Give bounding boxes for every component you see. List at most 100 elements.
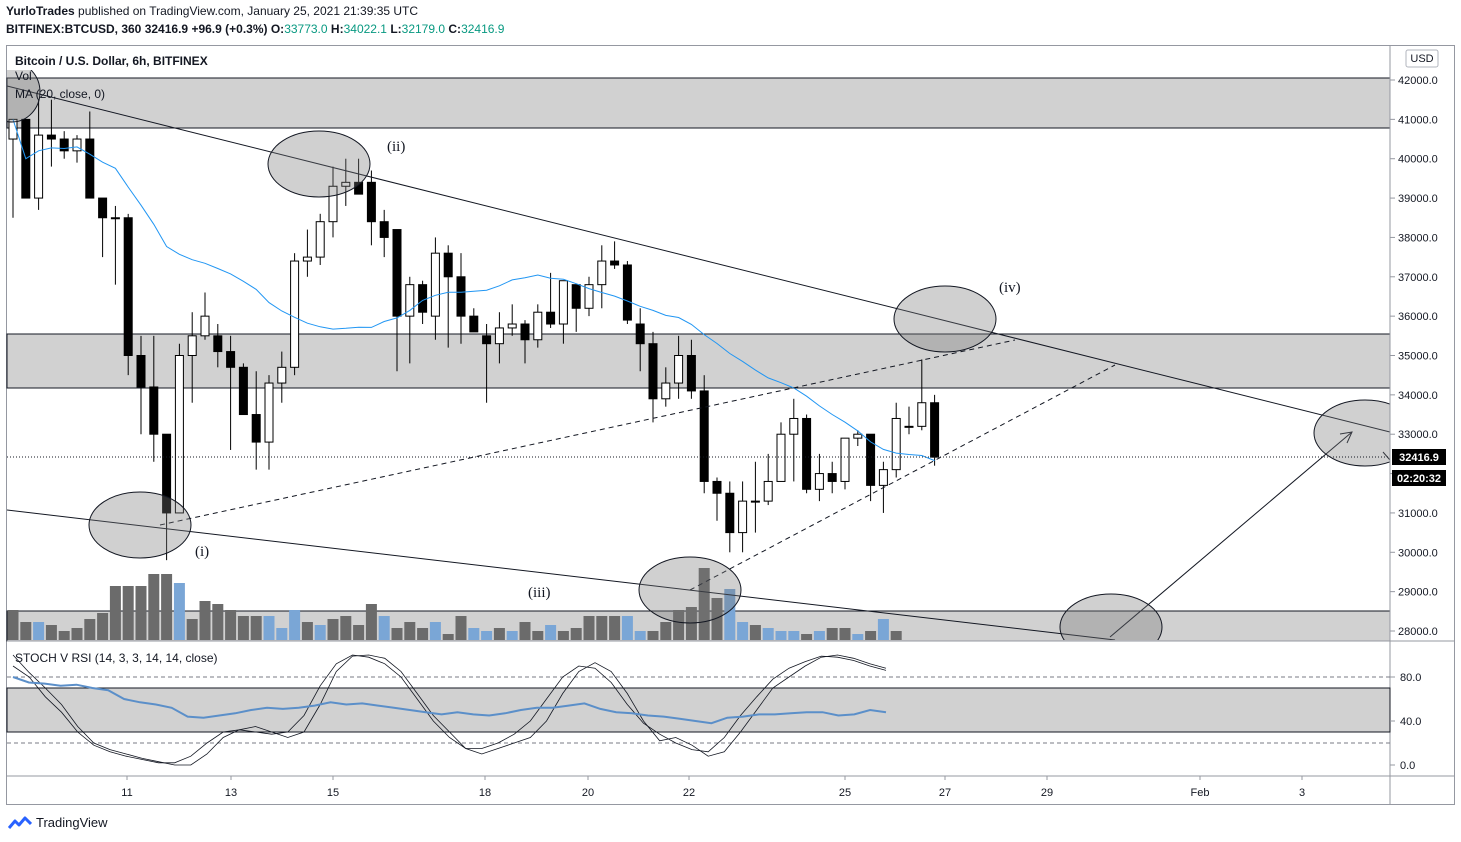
volume-bar (429, 622, 441, 640)
volume-bar (762, 628, 774, 640)
candle-body (661, 382, 671, 400)
volume-bar (877, 619, 889, 640)
time-tick-label: 18 (479, 787, 491, 799)
time-axis-ticks: 11 13 15 18 20 22 25 27 29 Feb 3 (121, 776, 1305, 799)
volume-bar (173, 583, 185, 640)
volume-bar (890, 631, 902, 640)
last-price: 32416.9 (144, 22, 189, 36)
volume-bar (225, 610, 237, 640)
candle-body (200, 315, 210, 337)
close-label: C: (448, 22, 462, 36)
chart-frame (6, 45, 1455, 805)
ellipse-bottom (1059, 593, 1163, 640)
volume-bar (263, 616, 275, 640)
candle-body (584, 284, 594, 309)
footer-brand-text: TradingView (36, 815, 108, 830)
volume-bar (314, 625, 326, 640)
candle-body (520, 323, 530, 341)
volume-bar (493, 628, 505, 640)
candle-body (494, 327, 504, 345)
volume-bar (455, 616, 467, 640)
candle-body (725, 492, 735, 534)
candle-body (251, 414, 261, 443)
volume-bar (186, 619, 198, 640)
candle-body (162, 433, 172, 514)
wave-label-ii: (ii) (387, 139, 405, 155)
candle-body (546, 311, 556, 325)
volume-bar (289, 610, 301, 640)
candle-body (917, 402, 927, 427)
volume-bar (378, 616, 390, 640)
volume-bar (839, 628, 851, 640)
volume-bar (737, 622, 749, 640)
candle-body (853, 433, 863, 439)
volume-bar (276, 628, 288, 640)
author[interactable]: YurloTrades (6, 4, 75, 18)
time-tick-label: Feb (1191, 787, 1210, 799)
volume-bar (45, 625, 57, 640)
candle-body (891, 417, 901, 471)
candle-body (635, 323, 645, 345)
legend-vol: Vol (15, 69, 32, 83)
candle-body (405, 284, 415, 317)
currency-badge[interactable] (1405, 49, 1439, 68)
stoch-band-fill (6, 687, 1391, 733)
volume-bar (660, 622, 672, 640)
price-tick-label: 41000.0 (1398, 114, 1438, 126)
candle-body (866, 433, 876, 486)
stoch-rsi-line (12, 676, 887, 725)
moving-average-line (12, 119, 935, 462)
last-price-badge-text: 32416.9 (1399, 452, 1439, 464)
price-tick-label: 31000.0 (1398, 508, 1438, 520)
footer-brand[interactable]: TradingView (8, 815, 108, 830)
stoch-axis-ticks: 0.0 40.0 80.0 (1390, 672, 1421, 772)
candle-body (558, 280, 568, 325)
volume-bar (826, 628, 838, 640)
stoch-tick-label: 40.0 (1400, 716, 1421, 728)
candle-body (59, 138, 69, 152)
volume-bar (801, 634, 813, 640)
candle-body (789, 417, 799, 435)
candle-body (930, 402, 940, 458)
volume-bar (865, 631, 877, 640)
close-value: 32416.9 (461, 22, 505, 36)
volume-bar (327, 619, 339, 640)
arrow-right (1382, 451, 1390, 461)
volume-bar (685, 607, 697, 640)
volume-bar (250, 616, 262, 640)
stoch-d-line (12, 654, 887, 764)
candle-body (341, 181, 351, 187)
candle-body (264, 382, 274, 443)
candle-body (72, 138, 82, 152)
volume-bar (97, 613, 109, 640)
candle-body (776, 433, 786, 482)
volume-bar (596, 616, 608, 640)
candle-body (469, 315, 479, 333)
wave-label-iv: (iv) (999, 280, 1021, 296)
wave-label-iii: (iii) (528, 585, 551, 601)
price-axis-ticks: 28000.029000.030000.031000.032000.033000… (1390, 75, 1438, 638)
candle-body (482, 335, 492, 345)
high-value: 34022.1 (343, 22, 387, 36)
candle-body (34, 134, 44, 199)
volume-bar (199, 601, 211, 640)
candles (8, 99, 940, 561)
candle-body (418, 284, 428, 313)
volume-bar (404, 622, 416, 640)
candle-body (277, 366, 287, 384)
volume-bars (7, 568, 902, 640)
candle-body (226, 351, 236, 368)
volume-bar (609, 616, 621, 640)
volume-bar (749, 625, 761, 640)
price-tick-label: 33000.0 (1398, 429, 1438, 441)
low-label: L: (390, 22, 402, 36)
dashed-line-1 (159, 339, 1016, 526)
candle-body (392, 229, 402, 317)
ellipse-i (88, 491, 192, 559)
candle-body (533, 311, 543, 341)
candle-body (290, 260, 300, 368)
candle-body (763, 480, 773, 502)
time-tick-label: 20 (582, 787, 594, 799)
volume-bar (340, 616, 352, 640)
